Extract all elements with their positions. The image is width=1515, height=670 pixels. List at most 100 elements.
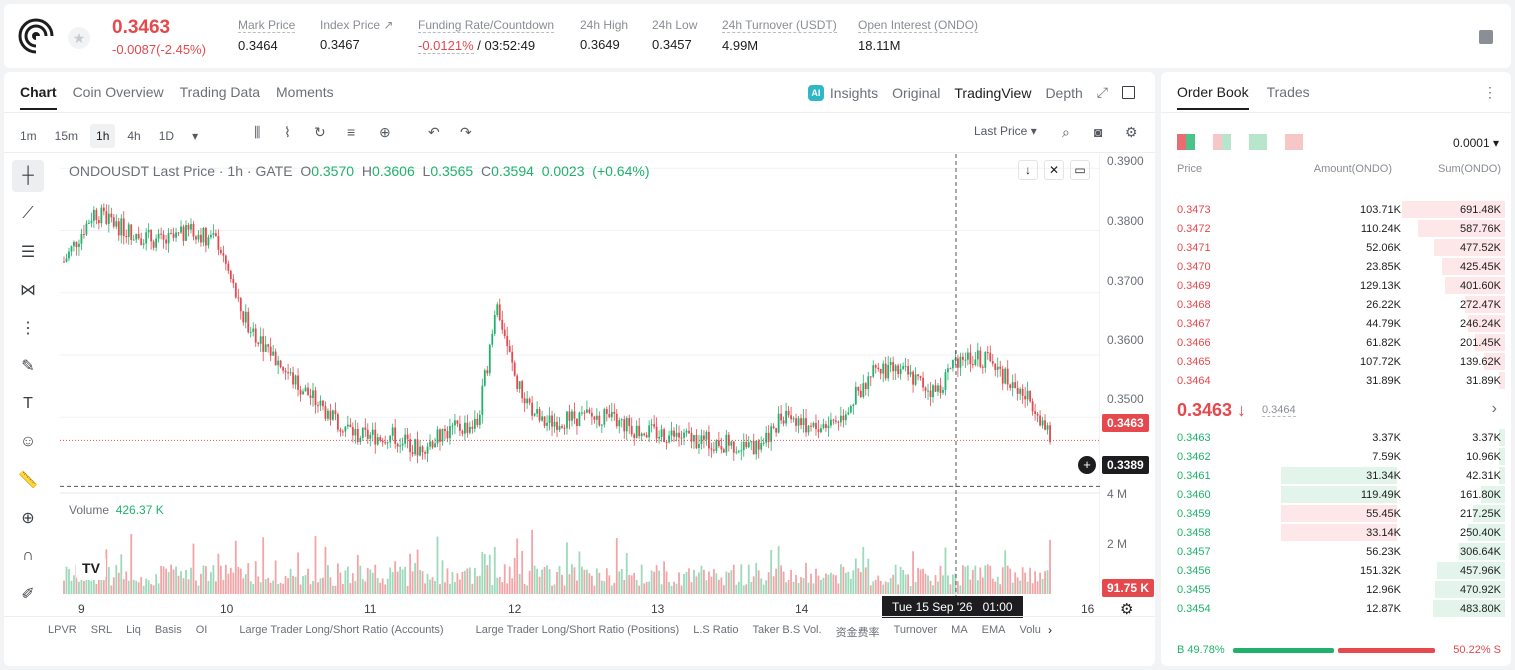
- fib-icon[interactable]: ⋮: [20, 320, 36, 337]
- indicator-item[interactable]: Large Trader Long/Short Ratio (Positions…: [475, 624, 680, 636]
- ask-row[interactable]: 0.3470 23.85K 425.45K: [1161, 257, 1511, 276]
- tab-tradingview[interactable]: TradingView: [954, 84, 1032, 101]
- redo-icon[interactable]: ↷: [460, 124, 472, 140]
- bid-row[interactable]: 0.3459 55.45K 217.25K: [1161, 504, 1511, 523]
- favorite-star-icon[interactable]: ★: [68, 27, 90, 49]
- bid-row[interactable]: 0.3461 31.34K 42.31K: [1161, 466, 1511, 485]
- undo-icon[interactable]: ↶: [428, 124, 440, 140]
- tab-chart[interactable]: Chart: [20, 84, 57, 110]
- timeframe-4h[interactable]: 4h: [127, 129, 141, 143]
- indicator-item[interactable]: MA: [951, 624, 968, 636]
- view-tabs: AI Insights Original TradingView Depth ⤢: [807, 84, 1135, 101]
- tab-coin-overview[interactable]: Coin Overview: [72, 84, 164, 100]
- arrow-down-icon[interactable]: ↓: [1018, 160, 1038, 180]
- bid-row[interactable]: 0.3455 12.96K 470.92K: [1161, 580, 1511, 599]
- indicator-item[interactable]: L.S Ratio: [693, 624, 739, 636]
- precision-select[interactable]: 0.0001 ▾: [1452, 136, 1499, 150]
- more-icon[interactable]: ⋮: [1483, 84, 1497, 100]
- ruler-icon[interactable]: 📏: [18, 472, 38, 489]
- layout-both-icon[interactable]: [1177, 134, 1195, 150]
- price-chart[interactable]: [60, 154, 1100, 596]
- expand-icon[interactable]: ⤢: [1096, 84, 1108, 100]
- text-icon[interactable]: T: [23, 395, 33, 412]
- zoom-in-icon[interactable]: ⊕: [21, 510, 35, 527]
- bid-row[interactable]: 0.3458 33.14K 250.40K: [1161, 523, 1511, 542]
- tab-depth[interactable]: Depth: [1045, 84, 1083, 101]
- tab-moments[interactable]: Moments: [276, 84, 334, 100]
- layout-asks-icon[interactable]: [1285, 134, 1303, 150]
- indicator-item[interactable]: LPVR: [48, 624, 77, 636]
- chevron-right-icon[interactable]: ›: [1491, 400, 1497, 417]
- volume-bar: [175, 566, 177, 594]
- tab-order-book[interactable]: Order Book: [1177, 84, 1249, 110]
- layout-bids-icon[interactable]: [1249, 134, 1267, 150]
- bid-row[interactable]: 0.3463 3.37K 3.37K: [1161, 428, 1511, 447]
- tab-trades[interactable]: Trades: [1266, 84, 1310, 100]
- candle-body: [508, 346, 511, 352]
- document-icon[interactable]: [1479, 30, 1493, 44]
- chevron-right-icon[interactable]: ›: [1048, 623, 1052, 637]
- gear-icon[interactable]: ⚙: [1125, 124, 1138, 140]
- indicator-item[interactable]: Large Trader Long/Short Ratio (Accounts): [239, 624, 444, 636]
- volume-bar: [150, 584, 153, 594]
- indicator-icon[interactable]: ⌇: [284, 124, 291, 140]
- bid-row[interactable]: 0.3462 7.59K 10.96K: [1161, 447, 1511, 466]
- layout-both-alt-icon[interactable]: [1213, 134, 1231, 150]
- magnet-icon[interactable]: ∩: [22, 547, 34, 564]
- add-order-icon[interactable]: +: [1078, 456, 1096, 474]
- tab-insights[interactable]: Insights: [829, 84, 879, 101]
- candle-type-icon[interactable]: ⫼: [254, 124, 261, 140]
- bid-row[interactable]: 0.3457 56.23K 306.64K: [1161, 542, 1511, 561]
- ask-row[interactable]: 0.3465 107.72K 139.62K: [1161, 352, 1511, 371]
- volume-bar: [304, 575, 307, 594]
- template-icon[interactable]: ≡: [347, 124, 356, 140]
- brush-icon[interactable]: ✎: [21, 358, 35, 375]
- indicator-item[interactable]: Liq: [126, 624, 141, 636]
- indicator-item[interactable]: OI: [195, 624, 208, 636]
- timeframe-1h[interactable]: 1h: [90, 124, 116, 148]
- ask-row[interactable]: 0.3464 31.89K 31.89K: [1161, 371, 1511, 390]
- timeframe-15m[interactable]: 15m: [54, 129, 79, 143]
- bid-row[interactable]: 0.3454 12.87K 483.80K: [1161, 599, 1511, 618]
- trendline-icon[interactable]: ⟋: [22, 205, 34, 222]
- indicator-item[interactable]: 资金费率: [835, 627, 880, 639]
- ask-row[interactable]: 0.3472 110.24K 587.76K: [1161, 219, 1511, 238]
- stat-index-price[interactable]: Index Price ↗ 0.3467: [320, 18, 394, 52]
- volume-bar: [369, 569, 372, 594]
- bid-row[interactable]: 0.3460 119.49K 161.80K: [1161, 485, 1511, 504]
- ask-row[interactable]: 0.3467 44.79K 246.24K: [1161, 314, 1511, 333]
- indicator-item[interactable]: SRL: [90, 624, 113, 636]
- tab-original[interactable]: Original: [892, 84, 941, 101]
- indicator-item[interactable]: Taker B.S Vol.: [752, 624, 822, 636]
- crosshair-icon[interactable]: ┼: [12, 160, 44, 192]
- tab-trading-data[interactable]: Trading Data: [179, 84, 261, 100]
- settings-icon[interactable]: ⚙: [1120, 601, 1134, 618]
- emoji-icon[interactable]: ☺: [19, 433, 37, 450]
- bid-row[interactable]: 0.3456 151.32K 457.96K: [1161, 561, 1511, 580]
- collapse-icon[interactable]: ✕: [1044, 160, 1064, 180]
- indicator-item[interactable]: Basis: [154, 624, 182, 636]
- indicator-item[interactable]: Turnover: [893, 624, 938, 636]
- volume-bar: [441, 560, 444, 594]
- add-indicator-icon[interactable]: ⊕: [379, 124, 391, 140]
- window-icon[interactable]: [1122, 86, 1135, 99]
- maximize-icon[interactable]: ▭: [1070, 160, 1090, 180]
- pencil-icon[interactable]: ✐: [21, 586, 35, 603]
- camera-icon[interactable]: ◙: [1094, 124, 1103, 140]
- indicator-item[interactable]: Volu: [1019, 624, 1041, 636]
- search-icon[interactable]: ⌕: [1062, 124, 1070, 140]
- chevron-down-icon[interactable]: ▾: [192, 129, 199, 143]
- ask-row[interactable]: 0.3469 129.13K 401.60K: [1161, 276, 1511, 295]
- ask-row[interactable]: 0.3468 26.22K 272.47K: [1161, 295, 1511, 314]
- price-type-select[interactable]: Last Price ▾: [974, 124, 1037, 138]
- candle-body: [1026, 390, 1029, 400]
- indicator-item[interactable]: EMA: [981, 624, 1006, 636]
- timeframe-1d[interactable]: 1D: [158, 129, 175, 143]
- pattern-icon[interactable]: ⋈: [20, 282, 36, 299]
- timeframe-1m[interactable]: 1m: [20, 129, 37, 143]
- horizontal-lines-icon[interactable]: ☰: [20, 244, 36, 261]
- refresh-icon[interactable]: ↻: [314, 124, 326, 140]
- ask-row[interactable]: 0.3466 61.82K 201.45K: [1161, 333, 1511, 352]
- ask-row[interactable]: 0.3471 52.06K 477.52K: [1161, 238, 1511, 257]
- ask-row[interactable]: 0.3473 103.71K 691.48K: [1161, 200, 1511, 219]
